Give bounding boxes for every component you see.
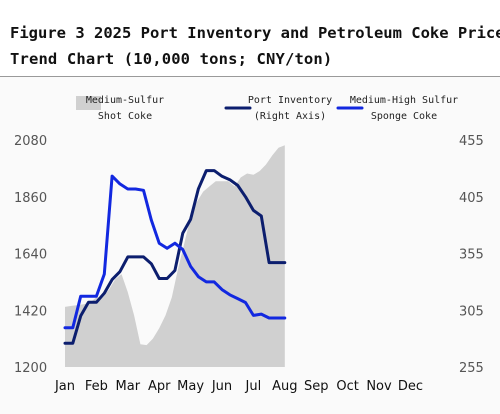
- right-axis-tick-4: 455: [459, 134, 484, 149]
- title-divider: [0, 76, 500, 77]
- x-axis-tick-feb: Feb: [85, 379, 108, 394]
- x-axis-tick-jul: Jul: [245, 379, 262, 394]
- x-axis-tick-mar: Mar: [116, 379, 141, 394]
- right-axis-tick-1: 305: [459, 304, 484, 319]
- legend-label-2-line-0: Medium-High Sulfur: [350, 95, 458, 106]
- left-axis-tick-1: 1420: [14, 304, 47, 319]
- chart-title-line-1: Figure 3 2025 Port Inventory and Petrole…: [10, 24, 500, 42]
- right-axis-tick-2: 355: [459, 248, 484, 263]
- left-axis-tick-2: 1640: [14, 248, 47, 263]
- legend-swatch-shot-coke: [76, 96, 101, 110]
- x-axis-tick-jun: Jun: [211, 379, 232, 394]
- x-axis-tick-aug: Aug: [272, 379, 297, 394]
- legend-label-1-line-0: Port Inventory: [248, 95, 332, 106]
- x-axis-tick-nov: Nov: [366, 379, 392, 394]
- left-axis-tick-4: 2080: [14, 134, 47, 149]
- left-axis-tick-3: 1860: [14, 191, 47, 206]
- right-axis-tick-0: 255: [459, 361, 484, 376]
- chart-title: Figure 3 2025 Port Inventory and Petrole…: [10, 20, 500, 72]
- port-inventory-line: [63, 169, 287, 345]
- left-axis-tick-0: 1200: [14, 361, 47, 376]
- x-axis-tick-may: May: [177, 379, 204, 394]
- x-axis-tick-jan: Jan: [54, 379, 75, 394]
- legend-label-1-line-1: (Right Axis): [254, 111, 326, 122]
- right-axis-tick-3: 405: [459, 191, 484, 206]
- x-axis-tick-sep: Sep: [304, 379, 329, 394]
- legend-label-2-line-1: Sponge Coke: [371, 111, 437, 122]
- chart-title-line-2: Trend Chart (10,000 tons; CNY/ton): [10, 50, 333, 68]
- sponge-coke-line: [63, 174, 287, 330]
- legend-label-0-line-0: Medium-Sulfur: [86, 95, 164, 106]
- x-axis-tick-dec: Dec: [398, 379, 423, 394]
- shot-coke-area: [65, 145, 285, 367]
- x-axis-tick-oct: Oct: [336, 379, 358, 394]
- legend-label-0-line-1: Shot Coke: [98, 111, 152, 122]
- x-axis-tick-apr: Apr: [148, 379, 171, 394]
